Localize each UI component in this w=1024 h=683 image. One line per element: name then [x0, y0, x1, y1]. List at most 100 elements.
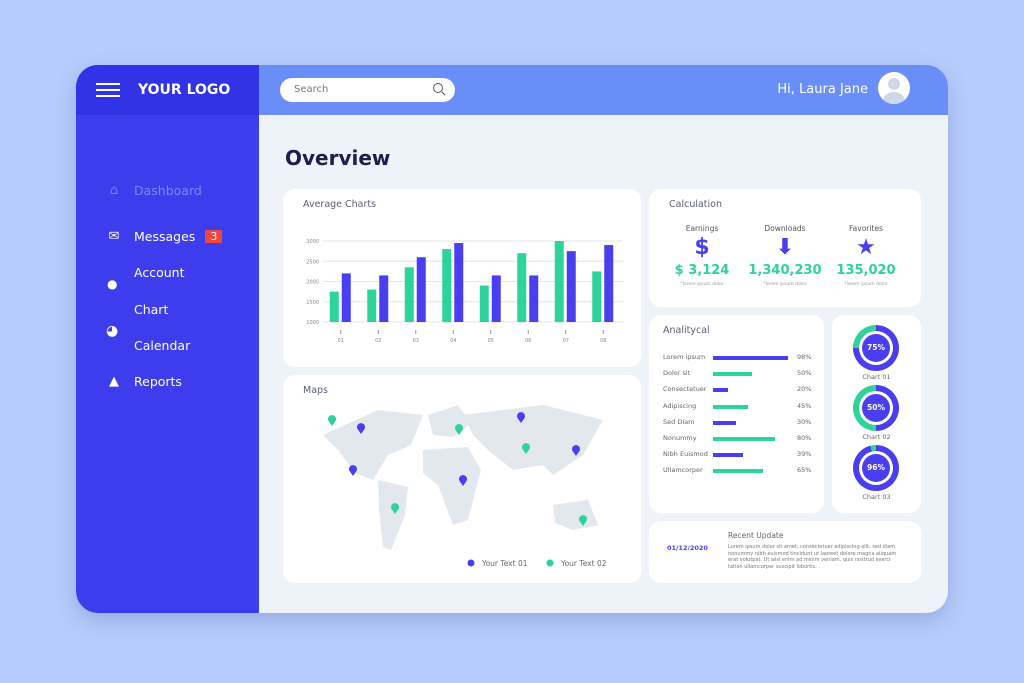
legend-label: Your Text 02 [560, 559, 607, 568]
donut-value: 50% [862, 394, 890, 422]
row-label: Ullamcorper [663, 466, 703, 475]
y-tick-label: 2000 [306, 280, 319, 286]
average-charts-card: Average Charts 1000 1500 2000 2500 3000 01 02 0… [283, 189, 641, 367]
stat-label: Downloads [764, 224, 806, 233]
menu-icon[interactable] [96, 83, 120, 97]
row-percent: 98% [797, 353, 812, 361]
favorites-stat: Favorites ★ 135,020 *lorem ipsum dolor [821, 224, 911, 287]
bar [566, 251, 576, 322]
avatar[interactable] [878, 72, 910, 104]
sidebar-item-account[interactable]: Account [106, 265, 184, 280]
page-title: Overview [285, 146, 391, 170]
stat-label: Earnings [685, 224, 719, 233]
row-percent: 45% [797, 401, 812, 410]
analytical-row: Ullamcorper 65% [663, 466, 813, 474]
search-icon[interactable] [433, 83, 443, 93]
user-icon: ● [107, 277, 118, 291]
map-pin-icon[interactable] [357, 423, 365, 434]
donut-chart: 96% [853, 445, 899, 491]
download-arrow-icon: ⬇ [775, 235, 795, 260]
update-title: Recent Update [728, 531, 784, 540]
row-label: Nibh Euismod [663, 450, 708, 459]
pie-chart-icon: ◕ [106, 323, 119, 339]
star-icon: ★ [856, 235, 876, 260]
x-tick-label: 02 [375, 338, 381, 344]
sidebar: YOUR LOGO ⌂ Dashboard ✉ Messages 3 Account … [76, 65, 259, 613]
mail-icon: ✉ [108, 229, 120, 244]
y-tick-label: 1000 [306, 320, 319, 326]
map-pin-icon[interactable] [572, 445, 580, 456]
bar [416, 257, 426, 322]
home-icon: ⌂ [109, 183, 119, 198]
donut-label: Chart 01 [862, 373, 891, 381]
map-pin-icon[interactable] [517, 412, 525, 423]
bar [554, 241, 564, 322]
x-tick-label: 07 [563, 338, 569, 344]
dashboard-window: YOUR LOGO ⌂ Dashboard ✉ Messages 3 Account … [76, 65, 948, 613]
analytical-card: Analitycal Lorem ipsum 98% Dolor sit 50% Con… [649, 315, 824, 513]
donut-label: Chart 03 [862, 493, 891, 501]
sidebar-item-label: Messages [134, 229, 196, 244]
x-tick-label: 06 [525, 338, 531, 344]
analytical-row: Sed Diam 30% [663, 418, 813, 426]
x-tick-label: 05 [488, 338, 494, 344]
earnings-stat: Earnings $ $ 3,124 *lorem ipsum dolor [657, 224, 747, 287]
bar [367, 289, 377, 322]
progress-bar [713, 469, 764, 474]
donut-value: 75% [862, 334, 890, 362]
sidebar-item-reports[interactable]: ▲ Reports [106, 374, 182, 389]
asia [463, 405, 603, 475]
donut-label: Chart 02 [862, 433, 891, 441]
north-america [323, 410, 423, 480]
sidebar-item-messages[interactable]: ✉ Messages 3 [106, 229, 223, 244]
sidebar-item-calendar[interactable]: Calendar [106, 338, 190, 353]
analytical-row: Nibh Euismod 39% [663, 450, 813, 458]
bar [592, 271, 602, 322]
map-pin-icon[interactable] [328, 415, 336, 426]
y-tick-label: 1500 [306, 300, 319, 306]
bar [454, 243, 464, 322]
progress-bar [713, 356, 789, 360]
map-pin-icon[interactable] [349, 465, 357, 476]
row-percent: 65% [797, 466, 812, 475]
warning-icon: ▲ [109, 374, 119, 389]
map-pin-icon[interactable] [391, 503, 399, 514]
south-america [378, 480, 408, 550]
bar [329, 291, 339, 322]
donut-value: 96% [862, 454, 890, 482]
row-label: Adipiscing [663, 401, 697, 410]
map-pin-icon[interactable] [579, 515, 587, 526]
row-label: Sed Diam [663, 417, 695, 426]
analytical-row: Dolor sit 50% [663, 369, 813, 377]
calculation-card: Calculation Earnings $ $ 3,124 *lorem ipsum… [649, 189, 921, 307]
progress-bar [713, 453, 744, 458]
bar [341, 273, 351, 322]
sidebar-item-chart[interactable]: Chart [106, 302, 168, 317]
map-pin-icon[interactable] [455, 424, 463, 435]
analytical-row: Adipiscing 45% [663, 402, 813, 410]
sidebar-item-dashboard[interactable]: ⌂ Dashboard [106, 183, 202, 198]
row-label: Nonummy [663, 434, 697, 442]
map-pin-icon[interactable] [522, 443, 530, 454]
map-pin-icon[interactable] [459, 475, 467, 486]
search-placeholder: Search [294, 84, 329, 95]
donut-chart: 50% [853, 385, 899, 431]
row-label: Dolor sit [663, 369, 691, 378]
logo-bar: YOUR LOGO [76, 65, 259, 115]
progress-bar [713, 372, 752, 377]
row-label: Lorem ipsum [663, 353, 706, 361]
row-percent: 30% [797, 417, 812, 426]
europe [428, 405, 471, 437]
progress-bar [713, 420, 737, 425]
bar [479, 285, 489, 322]
calculation-title: Calculation [669, 199, 722, 210]
australia [553, 500, 598, 530]
africa [423, 447, 481, 525]
stat-note: *lorem ipsum dolor [763, 282, 807, 287]
row-percent: 39% [797, 450, 812, 459]
stat-value: 135,020 [836, 263, 896, 278]
analytical-row: Consectetuer 20% [663, 385, 813, 393]
bar [529, 275, 539, 322]
search-input[interactable]: Search [280, 78, 455, 102]
chart-title: Average Charts [303, 199, 377, 210]
